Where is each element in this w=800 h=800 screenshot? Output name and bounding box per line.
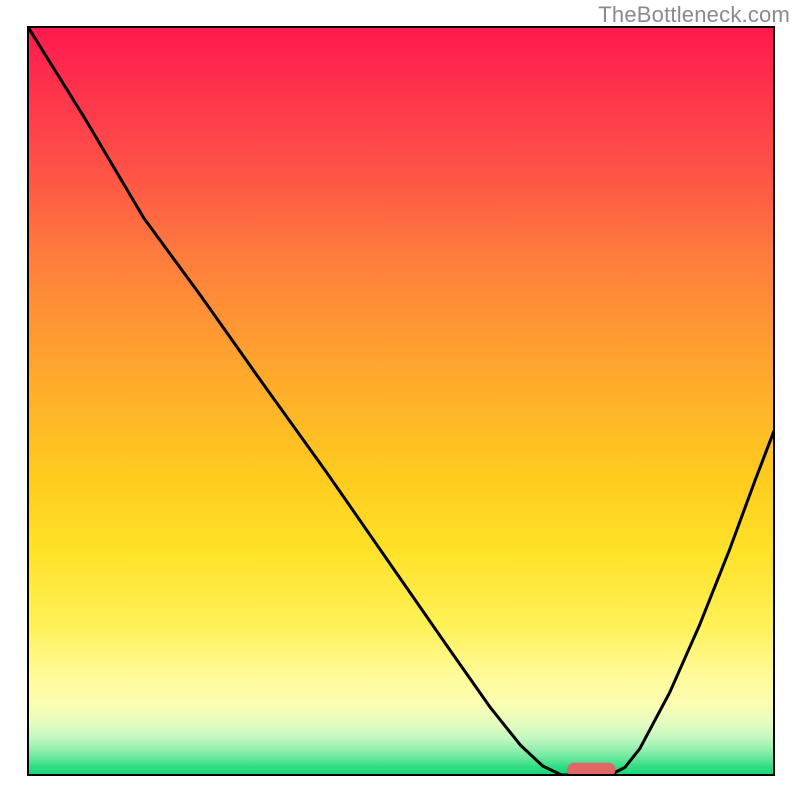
gradient-background xyxy=(28,27,774,775)
watermark-label: TheBottleneck.com xyxy=(598,2,790,28)
bottleneck-chart xyxy=(0,0,800,800)
chart-container: TheBottleneck.com xyxy=(0,0,800,800)
